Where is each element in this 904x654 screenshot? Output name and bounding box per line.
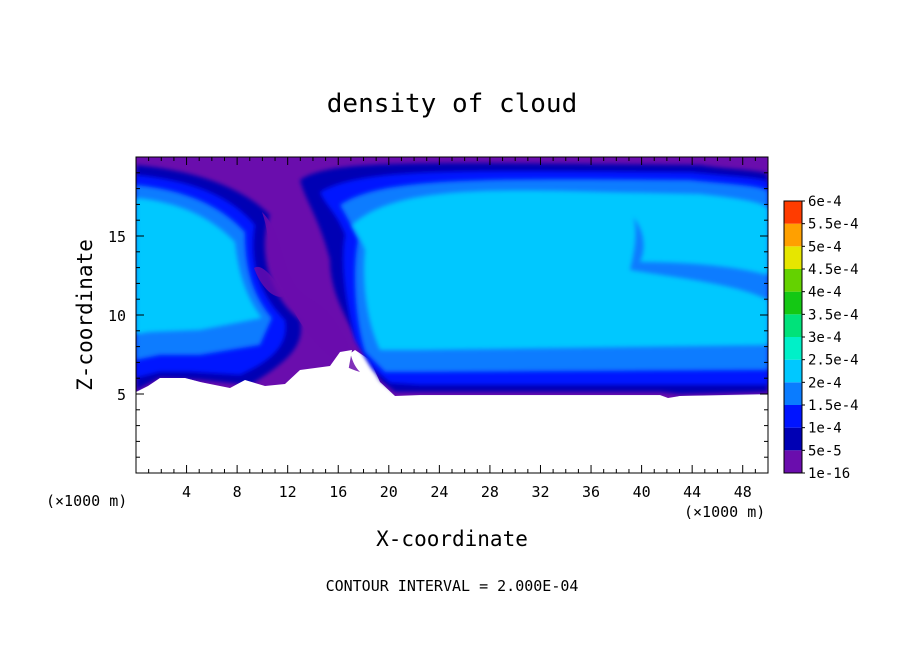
colorbar-swatch: [784, 427, 802, 451]
colorbar-swatch: [784, 201, 802, 224]
colorbar-label: 2e-4: [808, 375, 842, 391]
x-tick-label: 32: [531, 483, 549, 501]
colorbar-label: 6e-4: [808, 194, 842, 210]
colorbar-label: 4.5e-4: [808, 262, 859, 278]
x-tick-label: 48: [734, 483, 752, 501]
chart-title: density of cloud: [327, 89, 577, 119]
colorbar-label: 5e-5: [808, 443, 842, 459]
colorbar-swatch: [784, 269, 802, 292]
clear-air-region: [136, 350, 768, 473]
cloud-field: [136, 157, 768, 473]
colorbar-label: 3.5e-4: [808, 307, 859, 323]
colorbar-swatch: [784, 246, 802, 269]
colorbar-swatch: [784, 450, 802, 473]
x-tick-label: 40: [633, 483, 651, 501]
x-axis-ticks: 4 8 12 16 20 24 28 32 36 40 44 48: [148, 157, 756, 501]
plot-area: [136, 157, 768, 473]
x-axis-label: X-coordinate: [376, 527, 528, 551]
x-tick-label: 44: [683, 483, 701, 501]
x-tick-label: 4: [182, 483, 191, 501]
contour-interval-note: CONTOUR INTERVAL = 2.000E-04: [326, 577, 579, 595]
colorbar-swatch: [784, 314, 802, 337]
y-axis-ticks: 5 10 15: [108, 172, 768, 458]
colorbar-swatch: [784, 223, 802, 247]
colorbar-swatch: [784, 337, 802, 360]
colorbar-label: 5.5e-4: [808, 217, 859, 233]
colorbar-label: 4e-4: [808, 285, 842, 301]
colorbar-label: 1e-4: [808, 421, 842, 437]
y-tick-label: 15: [108, 228, 126, 246]
cloud-purple-intrusion: [262, 212, 360, 372]
y-tick-label: 5: [117, 386, 126, 404]
colorbar: 1e-16 5e-5 1e-4 1.5e-4 2e-4 2.5e-4 3e-4 3.5e-4 4…: [783, 194, 859, 482]
x-unit-right: (×1000 m): [684, 503, 765, 521]
colorbar-swatch: [784, 291, 802, 315]
y-axis-label: Z-coordinate: [73, 239, 97, 391]
x-tick-label: 24: [430, 483, 448, 501]
y-tick-label: 10: [108, 307, 126, 325]
colorbar-swatch: [784, 405, 802, 428]
cloud-layer-cyan: [136, 198, 262, 334]
x-tick-label: 12: [279, 483, 297, 501]
colorbar-label: 1e-16: [808, 466, 850, 482]
colorbar-label: 1.5e-4: [808, 398, 859, 414]
x-tick-label: 16: [329, 483, 347, 501]
colorbar-label: 2.5e-4: [808, 353, 859, 369]
x-tick-label: 20: [380, 483, 398, 501]
x-tick-label: 28: [481, 483, 499, 501]
colorbar-label: 3e-4: [808, 330, 842, 346]
colorbar-swatch: [784, 382, 802, 405]
colorbar-label: 5e-4: [808, 239, 842, 255]
x-tick-label: 8: [233, 483, 242, 501]
x-unit-left: (×1000 m): [46, 492, 127, 510]
x-tick-label: 36: [582, 483, 600, 501]
colorbar-swatch: [784, 359, 802, 383]
